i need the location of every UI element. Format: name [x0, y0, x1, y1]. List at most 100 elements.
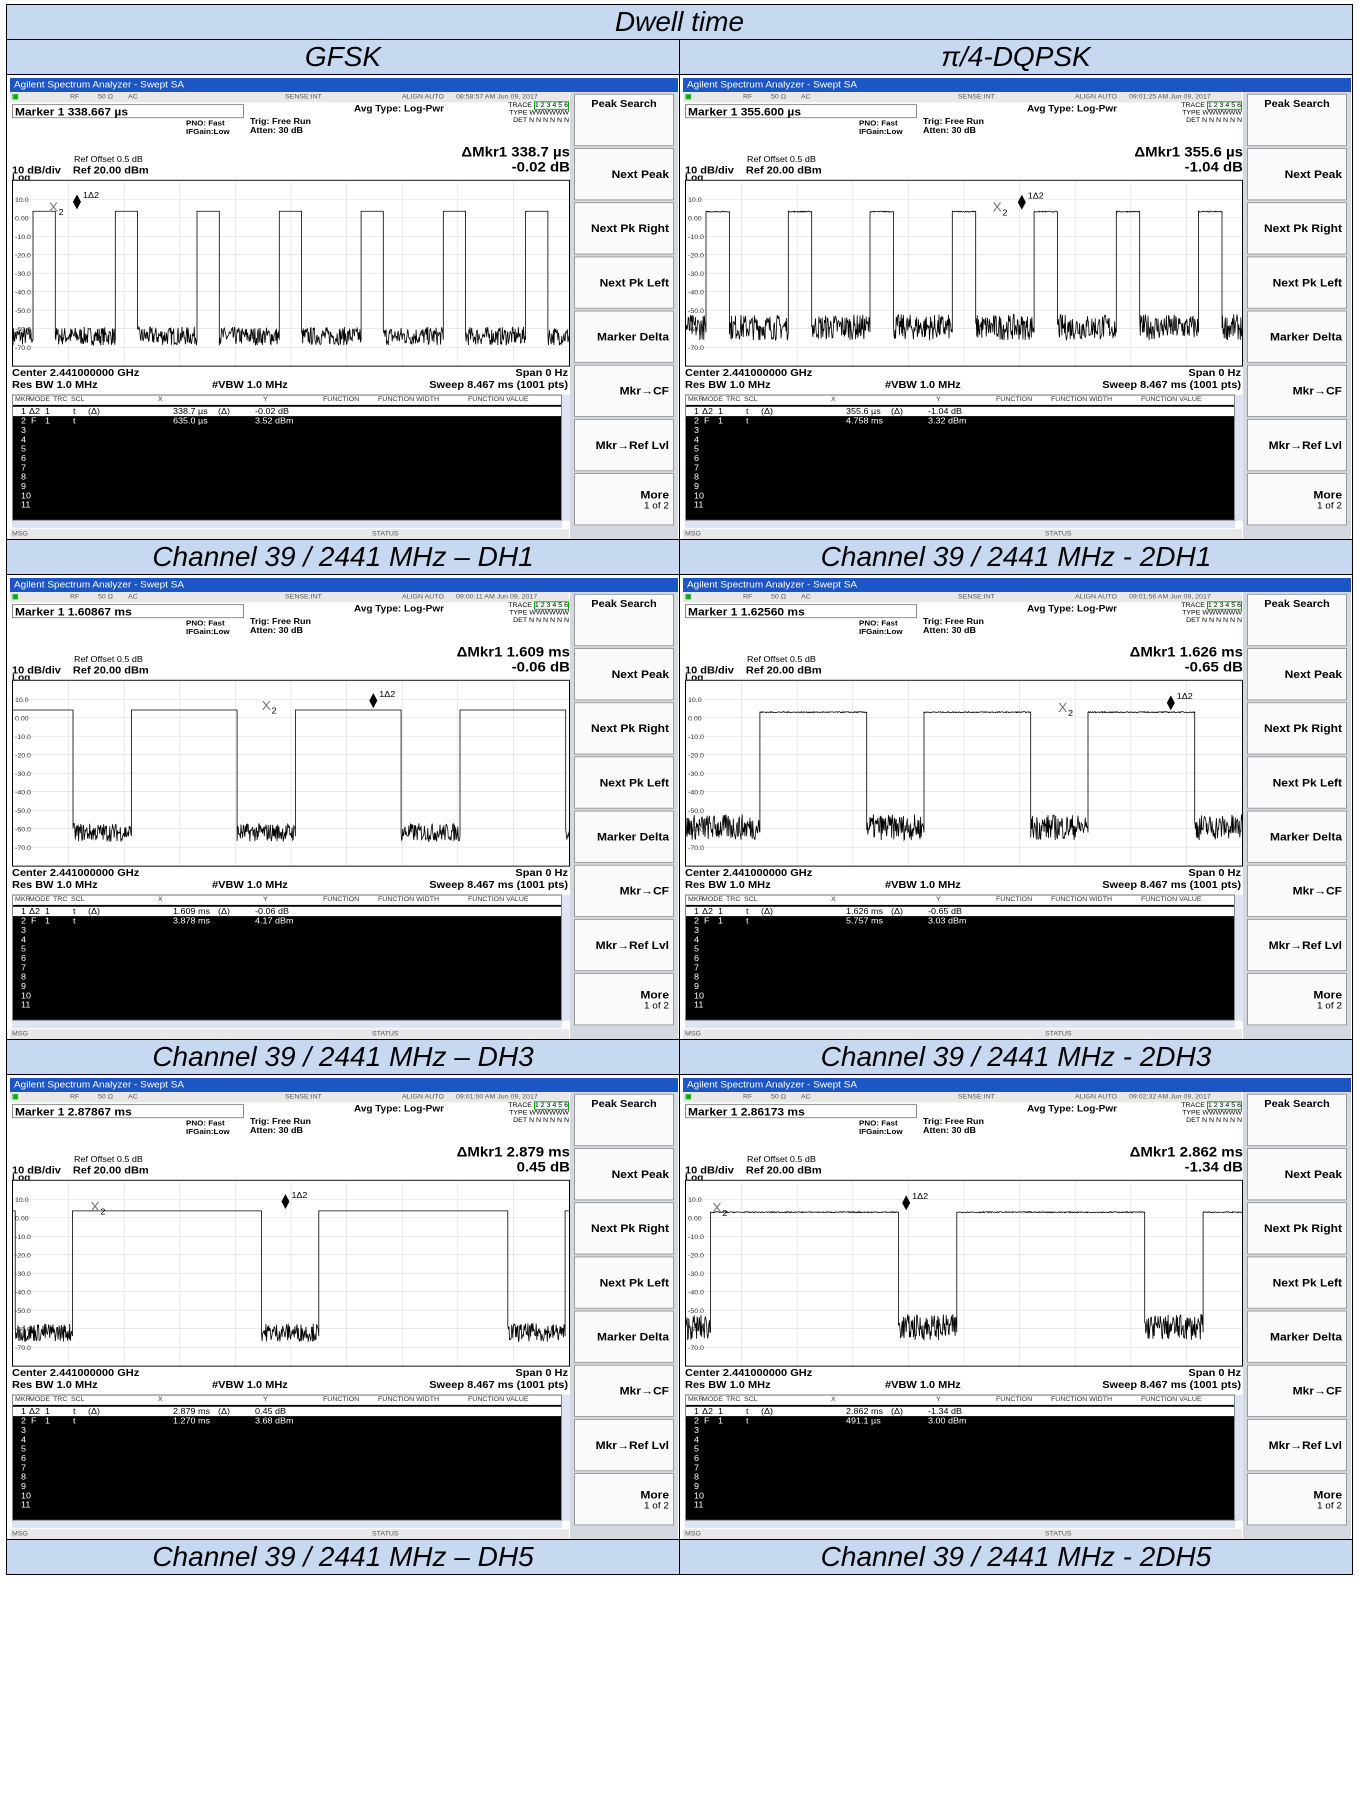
marker-row-2[interactable]: 2 F 1 t 3.878 ms 4.17 dBm	[13, 916, 561, 925]
next-peak-button[interactable]: Next Peak	[574, 648, 674, 701]
mkr-to-cf-button[interactable]: Mkr→CF	[1247, 364, 1347, 418]
next-pk-right-button[interactable]: Next Pk Right	[1247, 702, 1347, 755]
marker-row-empty[interactable]: 11	[686, 500, 1234, 509]
table-horizontal-scrollbar[interactable]	[12, 1520, 562, 1529]
peak-search-button[interactable]: Peak Search	[574, 1093, 674, 1147]
trace-plot[interactable]: 10.0 0.00 -10.0 -20.0 -30.0 -40.0 -50.0 -60.0 -7…	[12, 679, 570, 867]
marker-row-empty[interactable]: 8	[13, 972, 561, 981]
more-button[interactable]: More 1 of 2	[1247, 973, 1347, 1026]
marker-row-empty[interactable]: 6	[13, 953, 561, 962]
table-vertical-scrollbar[interactable]	[562, 1394, 570, 1521]
marker-row-empty[interactable]: 3	[13, 925, 561, 934]
marker-row-empty[interactable]: 5	[686, 444, 1234, 453]
marker-row-empty[interactable]: 4	[686, 435, 1234, 444]
next-pk-left-button[interactable]: Next Pk Left	[1247, 1256, 1347, 1309]
marker-row-1[interactable]: 1 Δ2 1 t (Δ) 2.879 ms (Δ) 0.45 dB	[13, 1406, 561, 1417]
table-horizontal-scrollbar[interactable]	[685, 520, 1235, 529]
mkr-to-cf-button[interactable]: Mkr→CF	[574, 364, 674, 418]
marker-table[interactable]: MKR MODE TRC SCL X Y FUNCTION FUNCTION W…	[12, 394, 562, 521]
marker-row-empty[interactable]: 6	[13, 453, 561, 462]
marker-row-2[interactable]: 2 F 1 t 5.757 ms 3.03 dBm	[686, 916, 1234, 925]
marker-delta-button[interactable]: Marker Delta	[574, 310, 674, 363]
marker-row-empty[interactable]: 10	[13, 1491, 561, 1500]
marker-row-empty[interactable]: 9	[13, 981, 561, 990]
delta-marker-icon[interactable]	[281, 1194, 290, 1210]
more-button[interactable]: More 1 of 2	[574, 473, 674, 526]
trace-plot[interactable]: 10.0 0.00 -10.0 -20.0 -30.0 -40.0 -50.0 -60.0 -7…	[12, 1179, 570, 1367]
next-pk-left-button[interactable]: Next Pk Left	[574, 1256, 674, 1309]
marker-row-empty[interactable]: 11	[686, 1500, 1234, 1509]
delta-marker-icon[interactable]	[1017, 194, 1026, 210]
next-pk-right-button[interactable]: Next Pk Right	[574, 1202, 674, 1255]
trace-plot[interactable]: 10.0 0.00 -10.0 -20.0 -30.0 -40.0 -50.0 -60.0 -7…	[685, 179, 1243, 367]
mkr-to-cf-button[interactable]: Mkr→CF	[1247, 1364, 1347, 1418]
active-marker-field[interactable]: Marker 1 2.87867 ms	[12, 1104, 244, 1119]
table-horizontal-scrollbar[interactable]	[685, 1520, 1235, 1529]
marker-row-empty[interactable]: 7	[13, 1463, 561, 1472]
peak-search-button[interactable]: Peak Search	[574, 93, 674, 147]
marker-row-empty[interactable]: 4	[686, 935, 1234, 944]
reference-marker-icon[interactable]: X	[262, 698, 271, 712]
delta-marker-icon[interactable]	[1166, 695, 1175, 711]
marker-row-empty[interactable]: 4	[13, 435, 561, 444]
marker-row-empty[interactable]: 3	[13, 425, 561, 434]
table-vertical-scrollbar[interactable]	[1235, 1394, 1243, 1521]
mkr-to-cf-button[interactable]: Mkr→CF	[574, 1364, 674, 1418]
mkr-to-ref-lvl-button[interactable]: Mkr→Ref Lvl	[574, 918, 674, 972]
peak-search-button[interactable]: Peak Search	[1247, 1093, 1347, 1147]
marker-row-empty[interactable]: 4	[13, 935, 561, 944]
marker-delta-button[interactable]: Marker Delta	[574, 810, 674, 863]
marker-row-empty[interactable]: 9	[13, 1481, 561, 1490]
more-button[interactable]: More 1 of 2	[574, 973, 674, 1026]
active-marker-field[interactable]: Marker 1 1.62560 ms	[685, 604, 917, 619]
mkr-to-ref-lvl-button[interactable]: Mkr→Ref Lvl	[1247, 918, 1347, 972]
marker-row-empty[interactable]: 7	[13, 963, 561, 972]
active-marker-field[interactable]: Marker 1 355.600 µs	[685, 104, 917, 119]
next-peak-button[interactable]: Next Peak	[1247, 148, 1347, 201]
marker-row-empty[interactable]: 7	[686, 963, 1234, 972]
reference-marker-icon[interactable]: X	[1058, 701, 1067, 715]
table-horizontal-scrollbar[interactable]	[12, 1020, 562, 1029]
next-pk-left-button[interactable]: Next Pk Left	[574, 256, 674, 309]
table-horizontal-scrollbar[interactable]	[685, 1020, 1235, 1029]
marker-row-empty[interactable]: 3	[13, 1425, 561, 1434]
marker-row-empty[interactable]: 8	[686, 972, 1234, 981]
marker-row-empty[interactable]: 5	[13, 944, 561, 953]
trace-plot[interactable]: 10.0 0.00 -10.0 -20.0 -30.0 -40.0 -50.0 -60.0 -7…	[685, 1179, 1243, 1367]
marker-row-2[interactable]: 2 F 1 t 4.758 ms 3.32 dBm	[686, 416, 1234, 425]
mkr-to-cf-button[interactable]: Mkr→CF	[1247, 864, 1347, 918]
marker-row-empty[interactable]: 10	[686, 1491, 1234, 1500]
next-pk-left-button[interactable]: Next Pk Left	[1247, 756, 1347, 809]
marker-row-empty[interactable]: 8	[686, 1472, 1234, 1481]
marker-row-2[interactable]: 2 F 1 t 1.270 ms 3.68 dBm	[13, 1416, 561, 1425]
delta-marker-icon[interactable]	[902, 1195, 911, 1211]
marker-row-empty[interactable]: 10	[13, 491, 561, 500]
mkr-to-cf-button[interactable]: Mkr→CF	[574, 864, 674, 918]
reference-marker-icon[interactable]: X	[992, 200, 1001, 214]
next-pk-right-button[interactable]: Next Pk Right	[574, 702, 674, 755]
active-marker-field[interactable]: Marker 1 338.667 µs	[12, 104, 244, 119]
table-vertical-scrollbar[interactable]	[1235, 894, 1243, 1021]
marker-table[interactable]: MKR MODE TRC SCL X Y FUNCTION FUNCTION W…	[685, 894, 1235, 1021]
marker-row-empty[interactable]: 3	[686, 925, 1234, 934]
mkr-to-ref-lvl-button[interactable]: Mkr→Ref Lvl	[1247, 418, 1347, 472]
marker-row-1[interactable]: 1 Δ2 1 t (Δ) 1.609 ms (Δ) -0.06 dB	[13, 906, 561, 917]
marker-row-2[interactable]: 2 F 1 t 635.0 µs 3.52 dBm	[13, 416, 561, 425]
marker-row-empty[interactable]: 10	[686, 491, 1234, 500]
marker-row-1[interactable]: 1 Δ2 1 t (Δ) 355.6 µs (Δ) -1.04 dB	[686, 406, 1234, 417]
marker-table[interactable]: MKR MODE TRC SCL X Y FUNCTION FUNCTION W…	[12, 1394, 562, 1521]
marker-row-empty[interactable]: 10	[13, 991, 561, 1000]
marker-row-empty[interactable]: 6	[686, 1453, 1234, 1462]
mkr-to-ref-lvl-button[interactable]: Mkr→Ref Lvl	[574, 418, 674, 472]
marker-row-1[interactable]: 1 Δ2 1 t (Δ) 2.862 ms (Δ) -1.34 dB	[686, 1406, 1234, 1417]
marker-row-empty[interactable]: 4	[686, 1435, 1234, 1444]
marker-row-1[interactable]: 1 Δ2 1 t (Δ) 338.7 µs (Δ) -0.02 dB	[13, 406, 561, 417]
next-peak-button[interactable]: Next Peak	[1247, 648, 1347, 701]
next-pk-left-button[interactable]: Next Pk Left	[574, 756, 674, 809]
marker-row-empty[interactable]: 11	[686, 1000, 1234, 1009]
marker-row-empty[interactable]: 9	[686, 1481, 1234, 1490]
peak-search-button[interactable]: Peak Search	[1247, 93, 1347, 147]
next-peak-button[interactable]: Next Peak	[574, 148, 674, 201]
marker-row-empty[interactable]: 4	[13, 1435, 561, 1444]
marker-row-empty[interactable]: 8	[13, 472, 561, 481]
